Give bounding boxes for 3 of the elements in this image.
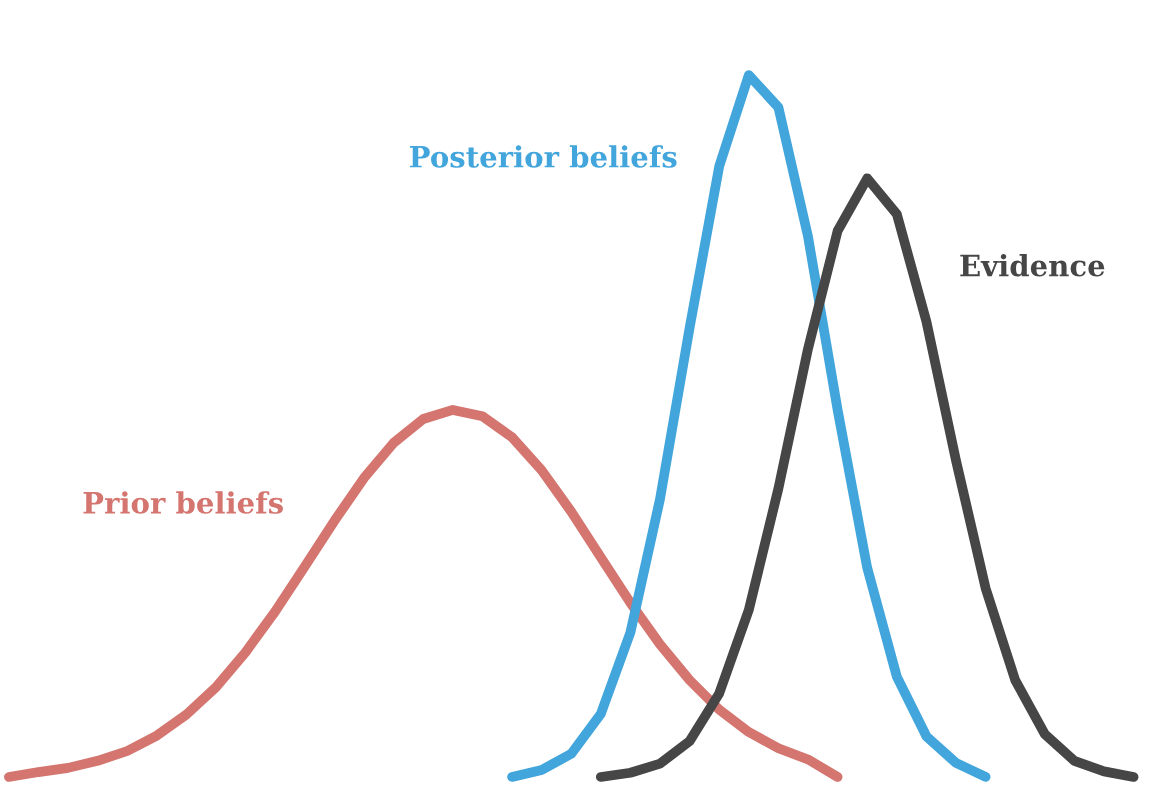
series-label: Posterior beliefs bbox=[410, 145, 677, 168]
series-label: Prior beliefs bbox=[83, 491, 283, 514]
series-label: Evidence bbox=[960, 253, 1105, 277]
